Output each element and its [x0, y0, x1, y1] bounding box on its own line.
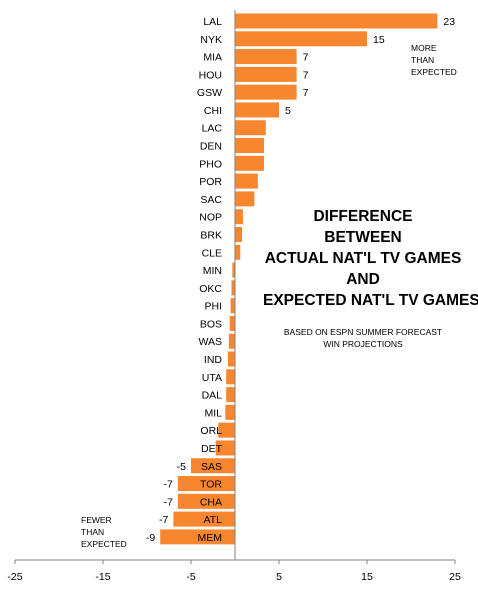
category-label: POR — [199, 176, 222, 188]
chart-subtitle: BASED ON ESPN SUMMER FORECAST WIN PROJEC… — [263, 326, 463, 350]
bar-dal — [226, 387, 235, 403]
bar-lal — [235, 13, 438, 29]
bar-mia — [235, 49, 297, 65]
note-line: THAN — [81, 527, 105, 537]
bar-ind — [227, 351, 235, 367]
category-label: DEN — [200, 141, 222, 153]
category-label: NOP — [199, 212, 222, 224]
note-line: EXPECTED — [411, 67, 457, 77]
x-tick-label: -5 — [186, 571, 195, 583]
category-label: MIN — [203, 265, 222, 277]
category-label: LAC — [202, 123, 223, 135]
bar-sas — [191, 458, 235, 474]
bar-mil — [225, 404, 235, 420]
bar-atl — [173, 511, 235, 527]
subtitle-line: WIN PROJECTIONS — [323, 339, 403, 349]
bar-chi — [235, 102, 279, 118]
bar-lac — [235, 120, 266, 136]
value-label: -9 — [146, 532, 155, 544]
category-label: GSW — [197, 87, 222, 99]
category-label: NYK — [200, 34, 222, 46]
bar-uta — [226, 369, 235, 385]
category-label: DET — [201, 443, 223, 455]
bar-por — [235, 173, 258, 189]
title-line: ACTUAL NAT'L TV GAMES — [264, 250, 462, 267]
value-label: 7 — [303, 69, 309, 81]
bar-cle — [235, 244, 241, 260]
value-label: -7 — [163, 479, 172, 491]
category-label: CHA — [200, 496, 222, 508]
title-line: DIFFERENCE — [313, 208, 413, 225]
category-label: SAS — [201, 461, 222, 473]
title-line: AND — [346, 271, 380, 288]
value-label: 7 — [303, 87, 309, 99]
subtitle-line: BASED ON ESPN SUMMER FORECAST — [283, 327, 443, 337]
category-label: SAC — [200, 194, 222, 206]
category-label: DAL — [202, 390, 223, 402]
category-label: BOS — [200, 318, 222, 330]
x-axis: -25 -15 -5 5 15 25 — [7, 10, 461, 583]
bar-brk — [235, 226, 243, 242]
x-tick-label: -15 — [95, 571, 110, 583]
title-line: BETWEEN — [324, 229, 402, 246]
bar-min — [232, 262, 235, 278]
category-label: PHO — [199, 158, 222, 170]
category-label: OKC — [199, 283, 222, 295]
bar-was — [228, 333, 235, 349]
bar-gsw — [235, 84, 297, 100]
x-tick-label: -25 — [7, 571, 22, 583]
bar-mem — [160, 529, 235, 545]
category-label: PHI — [204, 301, 222, 313]
category-label: UTA — [202, 372, 222, 384]
category-label: BRK — [200, 229, 222, 241]
bar-sac — [235, 191, 255, 207]
value-label: 15 — [373, 34, 385, 46]
value-label: -5 — [177, 461, 186, 473]
bar-hou — [235, 66, 297, 82]
category-label: WAS — [198, 336, 222, 348]
category-label: HOU — [199, 69, 222, 81]
title-line: EXPECTED NAT'L TV GAMES — [263, 292, 478, 309]
chart-title: DIFFERENCE BETWEEN ACTUAL NAT'L TV GAMES… — [263, 206, 478, 311]
x-tick-label: 5 — [276, 571, 282, 583]
category-label: MIA — [203, 52, 222, 64]
bar-orl — [218, 422, 235, 438]
value-label: -7 — [163, 496, 172, 508]
bars-layer — [160, 13, 438, 545]
value-label: 7 — [303, 52, 309, 64]
category-label: ATL — [204, 514, 223, 526]
bar-okc — [231, 280, 235, 296]
category-label: LAL — [203, 16, 222, 28]
bar-bos — [229, 315, 235, 331]
value-label: 5 — [285, 105, 291, 117]
note-line: EXPECTED — [81, 539, 127, 549]
x-tick-label: 25 — [449, 571, 461, 583]
category-label: TOR — [200, 479, 222, 491]
note-line: FEWER — [81, 515, 112, 525]
category-label: MEM — [198, 532, 223, 544]
category-label: MIL — [204, 407, 222, 419]
note-line: THAN — [411, 55, 435, 65]
category-label: CHI — [204, 105, 222, 117]
bar-den — [235, 138, 265, 154]
fewer-than-expected-note: FEWER THAN EXPECTED — [81, 514, 127, 550]
category-label: IND — [204, 354, 223, 366]
category-labels: LAL NYK MIA HOU GSW CHI LAC DEN PHO POR SAC NOP BRK C… — [197, 16, 223, 544]
value-label: -7 — [159, 514, 168, 526]
value-label: 23 — [443, 16, 455, 28]
category-label: ORL — [200, 425, 222, 437]
category-label: CLE — [202, 247, 222, 259]
bar-pho — [235, 155, 265, 171]
bar-cha — [177, 493, 235, 509]
note-line: MORE — [411, 43, 437, 53]
x-tick-label: 15 — [361, 571, 373, 583]
bar-det — [215, 440, 235, 456]
bar-tor — [177, 476, 235, 492]
bar-nop — [235, 209, 243, 225]
bar-nyk — [235, 31, 367, 47]
more-than-expected-note: MORE THAN EXPECTED — [411, 42, 457, 78]
bar-phi — [230, 298, 235, 314]
